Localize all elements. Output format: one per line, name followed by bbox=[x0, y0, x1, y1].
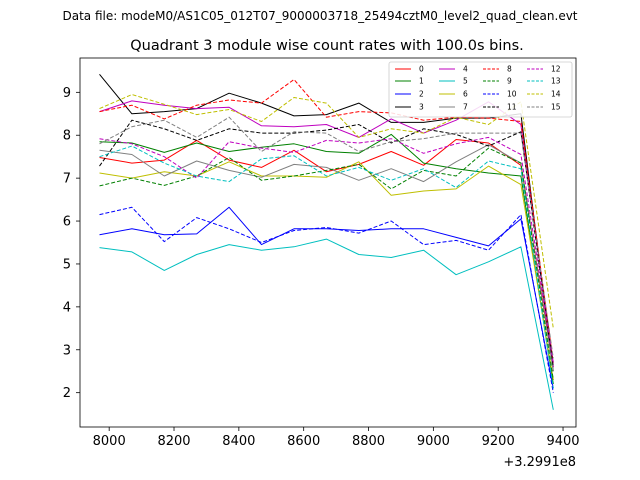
x-tick-label: 8000 bbox=[93, 434, 126, 449]
legend-label-10: 10 bbox=[507, 90, 517, 99]
y-tick-label: 8 bbox=[63, 129, 71, 144]
series-line-13 bbox=[99, 145, 554, 389]
legend-label-13: 13 bbox=[551, 77, 561, 86]
y-tick-label: 7 bbox=[63, 172, 71, 187]
series-line-2 bbox=[99, 206, 554, 389]
legend-label-0: 0 bbox=[419, 65, 424, 74]
series-line-1 bbox=[99, 133, 554, 385]
legend-label-4: 4 bbox=[463, 65, 468, 74]
legend-label-11: 11 bbox=[507, 103, 517, 112]
legend-label-3: 3 bbox=[419, 103, 424, 112]
series-line-5 bbox=[99, 238, 554, 410]
x-tick-label: 9400 bbox=[546, 434, 579, 449]
x-tick-label: 9200 bbox=[482, 434, 515, 449]
series-line-11 bbox=[99, 119, 554, 367]
legend-label-14: 14 bbox=[551, 90, 561, 99]
legend-label-6: 6 bbox=[463, 90, 468, 99]
y-axis: 2 3 4 5 6 7 8 9 bbox=[63, 86, 80, 401]
legend-label-8: 8 bbox=[507, 65, 512, 74]
legend-label-2: 2 bbox=[419, 90, 424, 99]
x-tick-label: 8400 bbox=[222, 434, 255, 449]
legend-label-9: 9 bbox=[507, 77, 512, 86]
x-axis: 8000 8200 8400 8600 8800 9000 9200 9400 bbox=[93, 427, 580, 449]
x-tick-label: 8800 bbox=[352, 434, 385, 449]
y-tick-label: 4 bbox=[63, 300, 71, 315]
series-line-14 bbox=[99, 94, 554, 329]
legend-label-5: 5 bbox=[463, 77, 468, 86]
series-line-9 bbox=[99, 147, 554, 380]
chart-title: Quadrant 3 module wise count rates with … bbox=[130, 38, 524, 54]
y-tick-label: 2 bbox=[63, 386, 71, 401]
x-tick-label: 8600 bbox=[287, 434, 320, 449]
y-tick-label: 9 bbox=[63, 86, 71, 101]
legend-label-7: 7 bbox=[463, 103, 468, 112]
plot-border bbox=[79, 57, 577, 428]
series-layer bbox=[99, 73, 554, 410]
y-tick-label: 3 bbox=[63, 343, 71, 358]
series-line-7 bbox=[99, 144, 554, 372]
legend-frame bbox=[388, 61, 573, 118]
legend-label-1: 1 bbox=[419, 77, 424, 86]
chart-suptitle: Data file: modeM0/AS1C05_012T07_90000037… bbox=[62, 9, 577, 23]
plot-area bbox=[79, 57, 577, 428]
x-offset-label: +3.2991e8 bbox=[503, 455, 576, 470]
series-line-15 bbox=[99, 116, 554, 359]
legend-label-12: 12 bbox=[551, 65, 561, 74]
legend-label-15: 15 bbox=[551, 103, 561, 112]
x-tick-label: 8200 bbox=[157, 434, 190, 449]
y-tick-label: 5 bbox=[63, 257, 71, 272]
series-line-12 bbox=[99, 136, 554, 363]
y-tick-label: 6 bbox=[63, 215, 71, 230]
series-line-10 bbox=[99, 206, 554, 393]
series-line-8 bbox=[99, 79, 554, 363]
x-tick-label: 9000 bbox=[417, 434, 450, 449]
series-line-6 bbox=[99, 161, 554, 380]
